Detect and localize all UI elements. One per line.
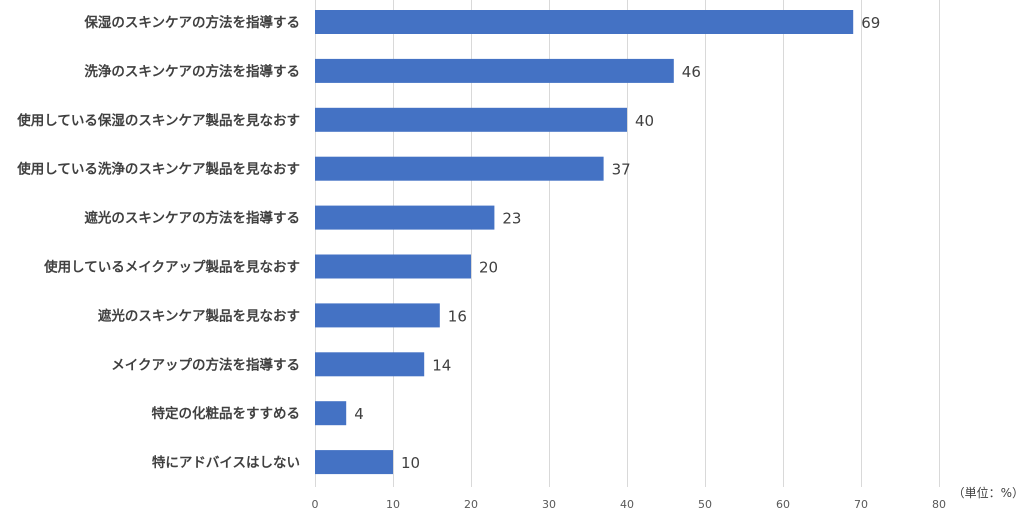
bar [315,58,674,83]
bar [315,450,393,475]
category-labels: 保湿のスキンケアの方法を指導する洗浄のスキンケアの方法を指導する使用している保湿… [16,14,300,471]
data-label: 16 [448,307,467,325]
bar [315,254,471,279]
bar [315,352,425,377]
category-label: 特にアドバイスはしない [152,454,300,471]
bar [315,156,604,181]
data-label: 46 [682,63,701,81]
data-label: 23 [502,210,521,228]
data-label: 14 [432,356,451,374]
category-label: 保湿のスキンケアの方法を指導する [83,14,300,31]
x-tick-label: 70 [854,498,868,511]
x-tick-label: 40 [620,498,634,511]
category-label: メイクアップの方法を指導する [111,356,300,373]
bar [315,10,854,34]
category-label: 特定の化粧品をすすめる [152,405,301,422]
bar [315,107,627,132]
bar [315,303,440,328]
data-label: 37 [612,161,631,179]
data-label: 20 [479,259,498,277]
data-label: 69 [861,14,880,32]
x-axis-tick-labels: 0 10 20 30 40 50 60 70 80 [312,498,947,511]
value-labels: 69 46 40 37 23 20 16 14 4 10 [354,14,880,472]
unit-label: （単位：%） [953,485,1024,500]
category-label: 洗浄のスキンケアの方法を指導する [84,63,300,80]
category-label: 遮光のスキンケア製品を見なおす [98,307,300,324]
x-tick-label: 80 [932,498,946,511]
data-label: 4 [354,405,364,423]
data-label: 40 [635,112,654,130]
category-label: 遮光のスキンケアの方法を指導する [84,210,300,227]
data-label: 10 [401,454,420,472]
x-tick-label: 0 [312,498,319,511]
category-label: 使用している保湿のスキンケア製品を見なおす [16,112,300,129]
x-tick-label: 30 [542,498,556,511]
x-tick-label: 60 [776,498,790,511]
category-label: 使用している洗浄のスキンケア製品を見なおす [16,161,300,178]
x-tick-label: 10 [386,498,400,511]
bar [315,401,347,426]
x-tick-label: 20 [464,498,478,511]
category-label: 使用しているメイクアップ製品を見なおす [43,259,300,276]
bars [315,10,854,475]
bar [315,205,495,230]
x-tick-label: 50 [698,498,712,511]
